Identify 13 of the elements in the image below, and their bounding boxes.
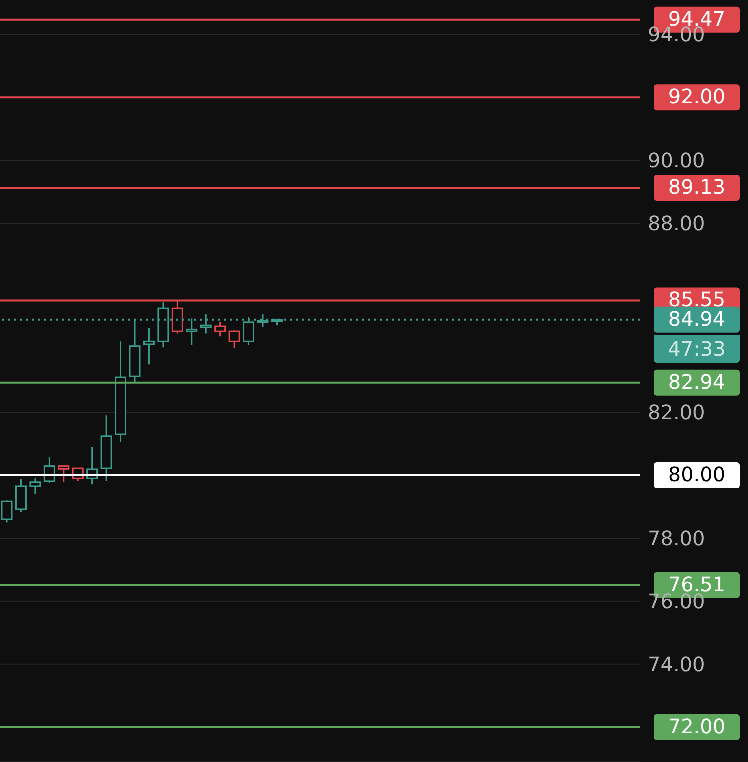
candlestick bbox=[143, 328, 155, 366]
y-tick-label: 82.00 bbox=[648, 400, 706, 425]
ref-line-label: 82.94 bbox=[668, 370, 726, 394]
y-tick-label: 74.00 bbox=[648, 652, 706, 676]
y-tick-label: 88.00 bbox=[648, 212, 706, 236]
candlestick bbox=[100, 414, 112, 482]
ref-line-label: 72.00 bbox=[668, 714, 726, 738]
ref-line-label: 80.00 bbox=[668, 462, 726, 486]
text: 47:33 bbox=[654, 335, 740, 363]
y-tick-label: 78.00 bbox=[648, 526, 706, 551]
y-tick-label: 90.00 bbox=[648, 148, 706, 173]
ref-line-label: 89.13 bbox=[668, 174, 726, 199]
ref-line-label: 92.00 bbox=[668, 84, 726, 109]
